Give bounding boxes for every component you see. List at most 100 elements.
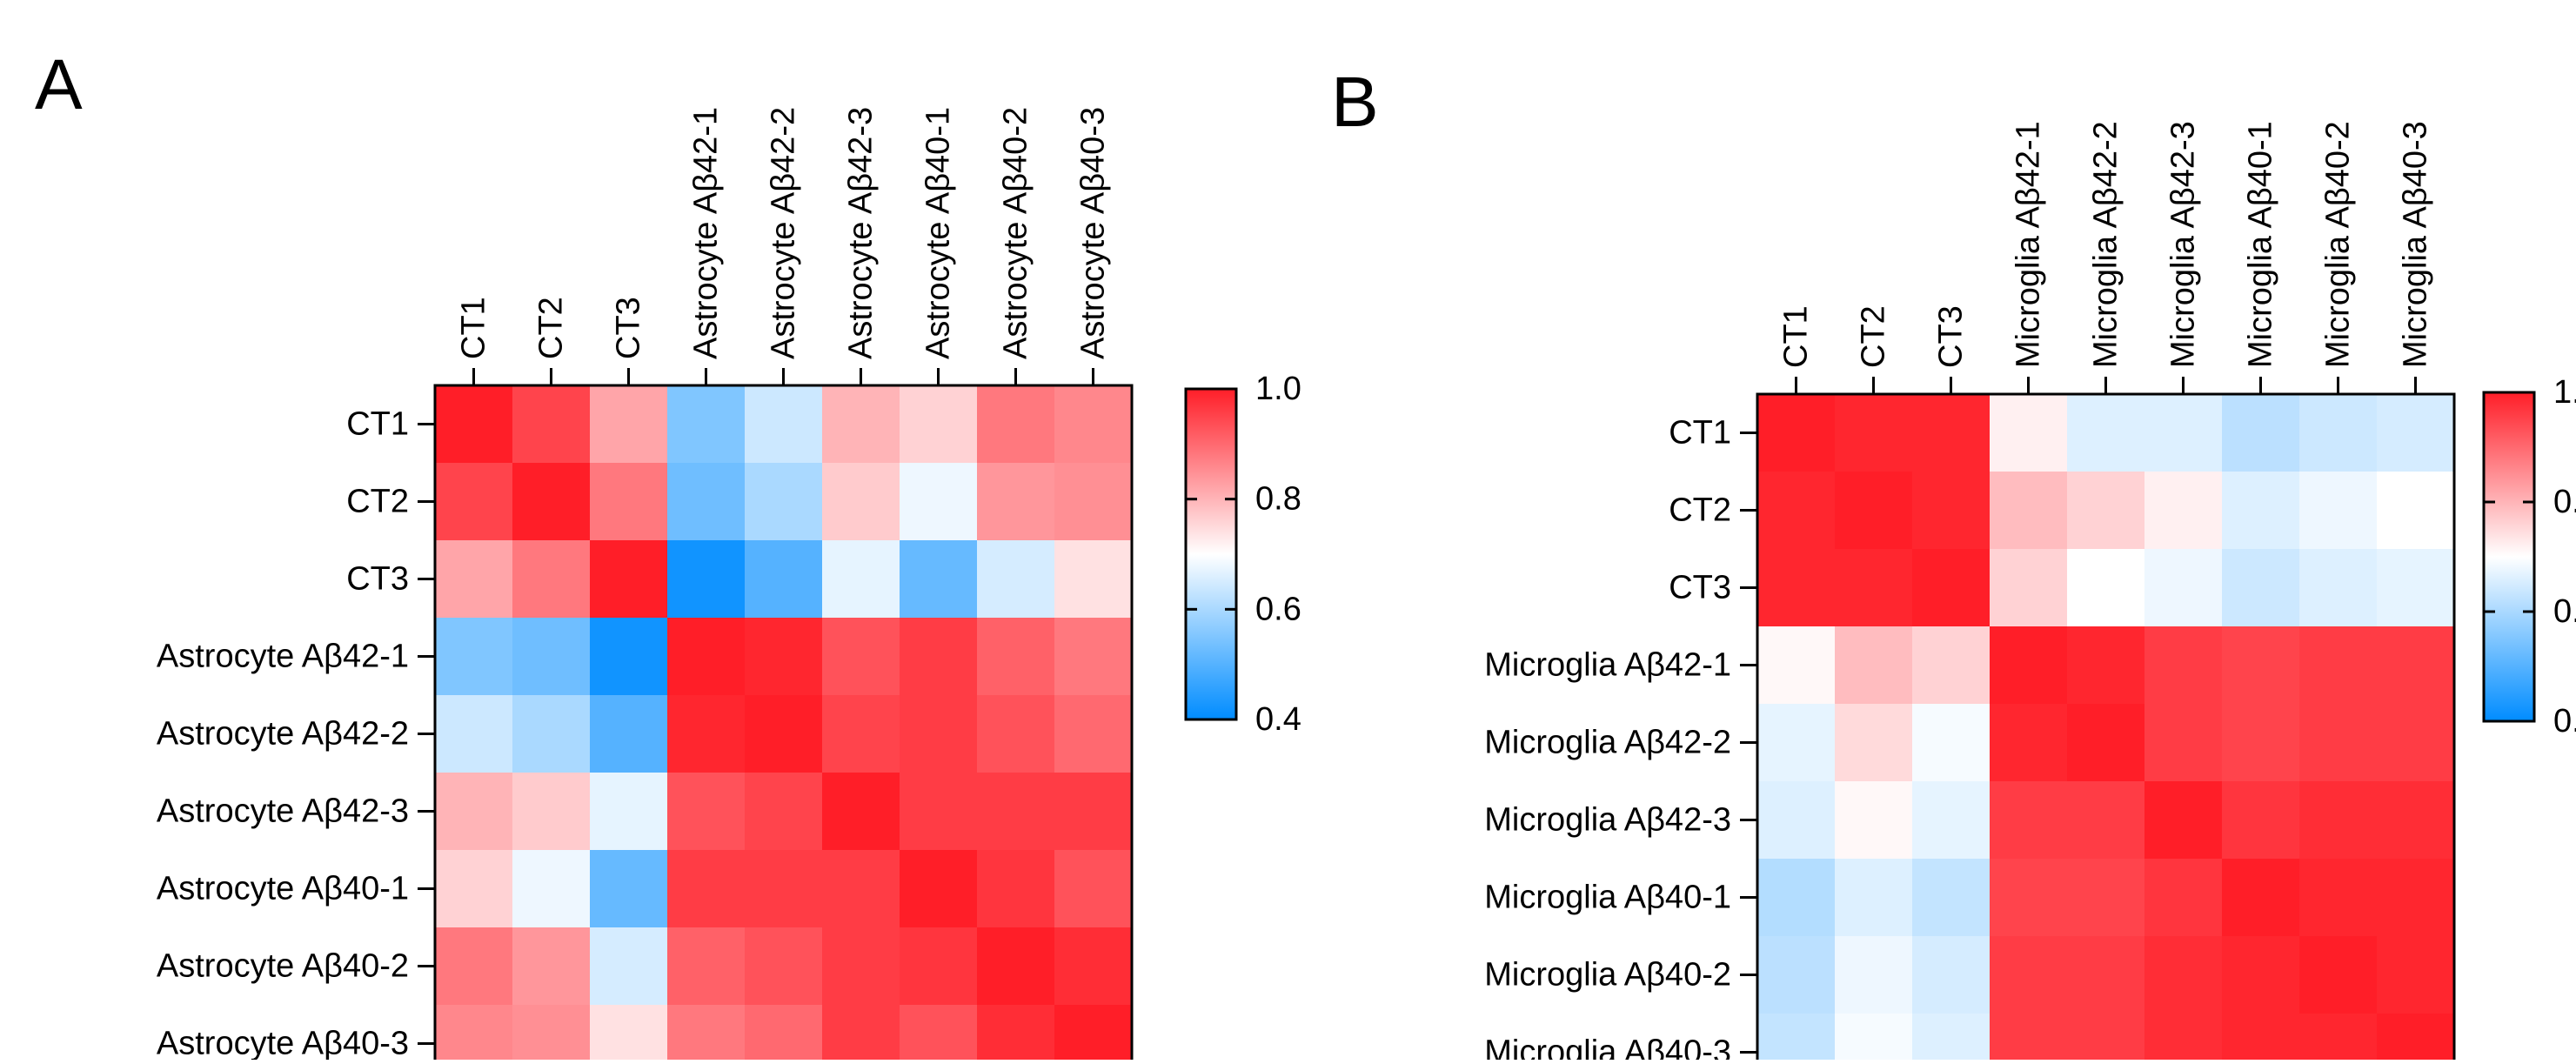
heatmap-cell	[745, 927, 823, 1006]
heatmap-cell	[2377, 781, 2455, 860]
heatmap-cell	[977, 1005, 1055, 1064]
heatmap-cell	[1757, 394, 1836, 472]
heatmap-cell	[900, 540, 978, 619]
column-label: CT3	[611, 297, 647, 359]
heatmap-cell	[1912, 472, 1991, 550]
heatmap-cell	[512, 773, 591, 851]
heatmap-cell	[1835, 936, 1913, 1014]
heatmap-cell	[822, 385, 900, 464]
heatmap-cell	[667, 695, 746, 773]
row-label: Microglia Aβ42-2	[1484, 725, 1731, 761]
panel-label: B	[1331, 63, 1379, 142]
heatmap-cell	[900, 385, 978, 464]
row-label: CT3	[346, 561, 409, 598]
heatmap-cell	[512, 618, 591, 696]
heatmap-cell	[822, 850, 900, 928]
heatmap-cell	[2299, 704, 2378, 782]
heatmap-cell	[2222, 936, 2300, 1014]
heatmap-cell	[2299, 549, 2378, 627]
heatmap-cell	[435, 1005, 513, 1064]
panel-a: A CT1 CT2 CT3 Astrocyte Aβ42-1 Astrocyte Aβ42…	[35, 45, 1301, 1064]
column-label: Astrocyte Aβ42-3	[843, 107, 880, 359]
row-label: Microglia Aβ42-1	[1484, 647, 1731, 684]
heatmap-cell	[2222, 781, 2300, 860]
heatmap-cell	[745, 850, 823, 928]
heatmap-cell	[1912, 394, 1991, 472]
heatmap-cell	[2377, 394, 2455, 472]
heatmap-cell	[1054, 927, 1133, 1006]
heatmap-cell	[590, 1005, 668, 1064]
heatmap-cell	[2299, 781, 2378, 860]
column-label: Microglia Aβ42-2	[2088, 121, 2124, 368]
heatmap-cell	[435, 695, 513, 773]
heatmap-cell	[1990, 704, 2068, 782]
heatmap-cell	[745, 1005, 823, 1064]
heatmap-cell	[1912, 936, 1991, 1014]
heatmap-cell	[1835, 1014, 1913, 1064]
heatmap-cell	[2067, 549, 2145, 627]
heatmap-cell	[977, 540, 1055, 619]
heatmap-cell	[2299, 936, 2378, 1014]
heatmap-cell	[667, 927, 746, 1006]
heatmap-cell	[435, 540, 513, 619]
heatmap-cell	[435, 618, 513, 696]
heatmap-cell	[2067, 704, 2145, 782]
panel-label: A	[35, 45, 83, 124]
colorbar-tick-label: 1.0	[2553, 374, 2576, 411]
heatmap-cell	[900, 927, 978, 1006]
heatmap-cell	[2144, 1014, 2223, 1064]
heatmap-cell	[2222, 626, 2300, 705]
colorbar-tick-label: 0.4	[2553, 703, 2576, 739]
heatmap-cell	[977, 463, 1055, 541]
heatmap-cell	[2222, 859, 2300, 937]
heatmap-cell	[745, 385, 823, 464]
heatmap-cell	[2144, 781, 2223, 860]
heatmap-cell	[1054, 850, 1133, 928]
row-label: Microglia Aβ40-3	[1484, 1034, 1731, 1061]
column-label: CT2	[533, 297, 570, 359]
heatmap-cell	[2067, 626, 2145, 705]
heatmap-cell	[1054, 618, 1133, 696]
heatmap-cell	[900, 695, 978, 773]
heatmap-cell	[435, 927, 513, 1006]
heatmap-cell	[1054, 1005, 1133, 1064]
row-label: CT1	[1669, 415, 1731, 452]
heatmap-cell	[2144, 936, 2223, 1014]
heatmap-cell	[977, 850, 1055, 928]
heatmap-cell	[512, 540, 591, 619]
column-label: Astrocyte Aβ42-2	[766, 107, 802, 359]
heatmap-cell	[900, 773, 978, 851]
row-label: Astrocyte Aβ40-2	[157, 948, 409, 985]
row-label: Astrocyte Aβ42-1	[157, 639, 409, 675]
heatmap-cell	[900, 850, 978, 928]
heatmap-cell	[1835, 704, 1913, 782]
heatmap-cell	[435, 773, 513, 851]
heatmap-cell	[667, 540, 746, 619]
heatmap-cell	[1757, 936, 1836, 1014]
heatmap-cell	[2377, 549, 2455, 627]
heatmap-cell	[1835, 781, 1913, 860]
colorbar-tick-label: 0.4	[1255, 701, 1301, 738]
column-label: Microglia Aβ40-3	[2398, 121, 2434, 368]
heatmap-cell	[1990, 936, 2068, 1014]
heatmap-cell	[2377, 472, 2455, 550]
row-label: Astrocyte Aβ40-3	[157, 1026, 409, 1061]
heatmap-cell	[512, 927, 591, 1006]
heatmap-cell	[590, 927, 668, 1006]
heatmap-cell	[1835, 394, 1913, 472]
heatmap-cell	[745, 695, 823, 773]
heatmap-cell	[1835, 549, 1913, 627]
column-label: CT1	[1778, 305, 1815, 368]
colorbar	[2482, 391, 2536, 723]
heatmap-cell	[1990, 1014, 2068, 1064]
heatmap-cell	[1990, 394, 2068, 472]
row-label: CT1	[346, 406, 409, 443]
heatmap-cell	[1054, 385, 1133, 464]
heatmap-cell	[822, 773, 900, 851]
row-label: CT2	[1669, 492, 1731, 529]
column-label: CT2	[1856, 305, 1892, 368]
column-label: CT1	[456, 297, 492, 359]
heatmap-cell	[2299, 859, 2378, 937]
heatmap-cell	[1990, 549, 2068, 627]
